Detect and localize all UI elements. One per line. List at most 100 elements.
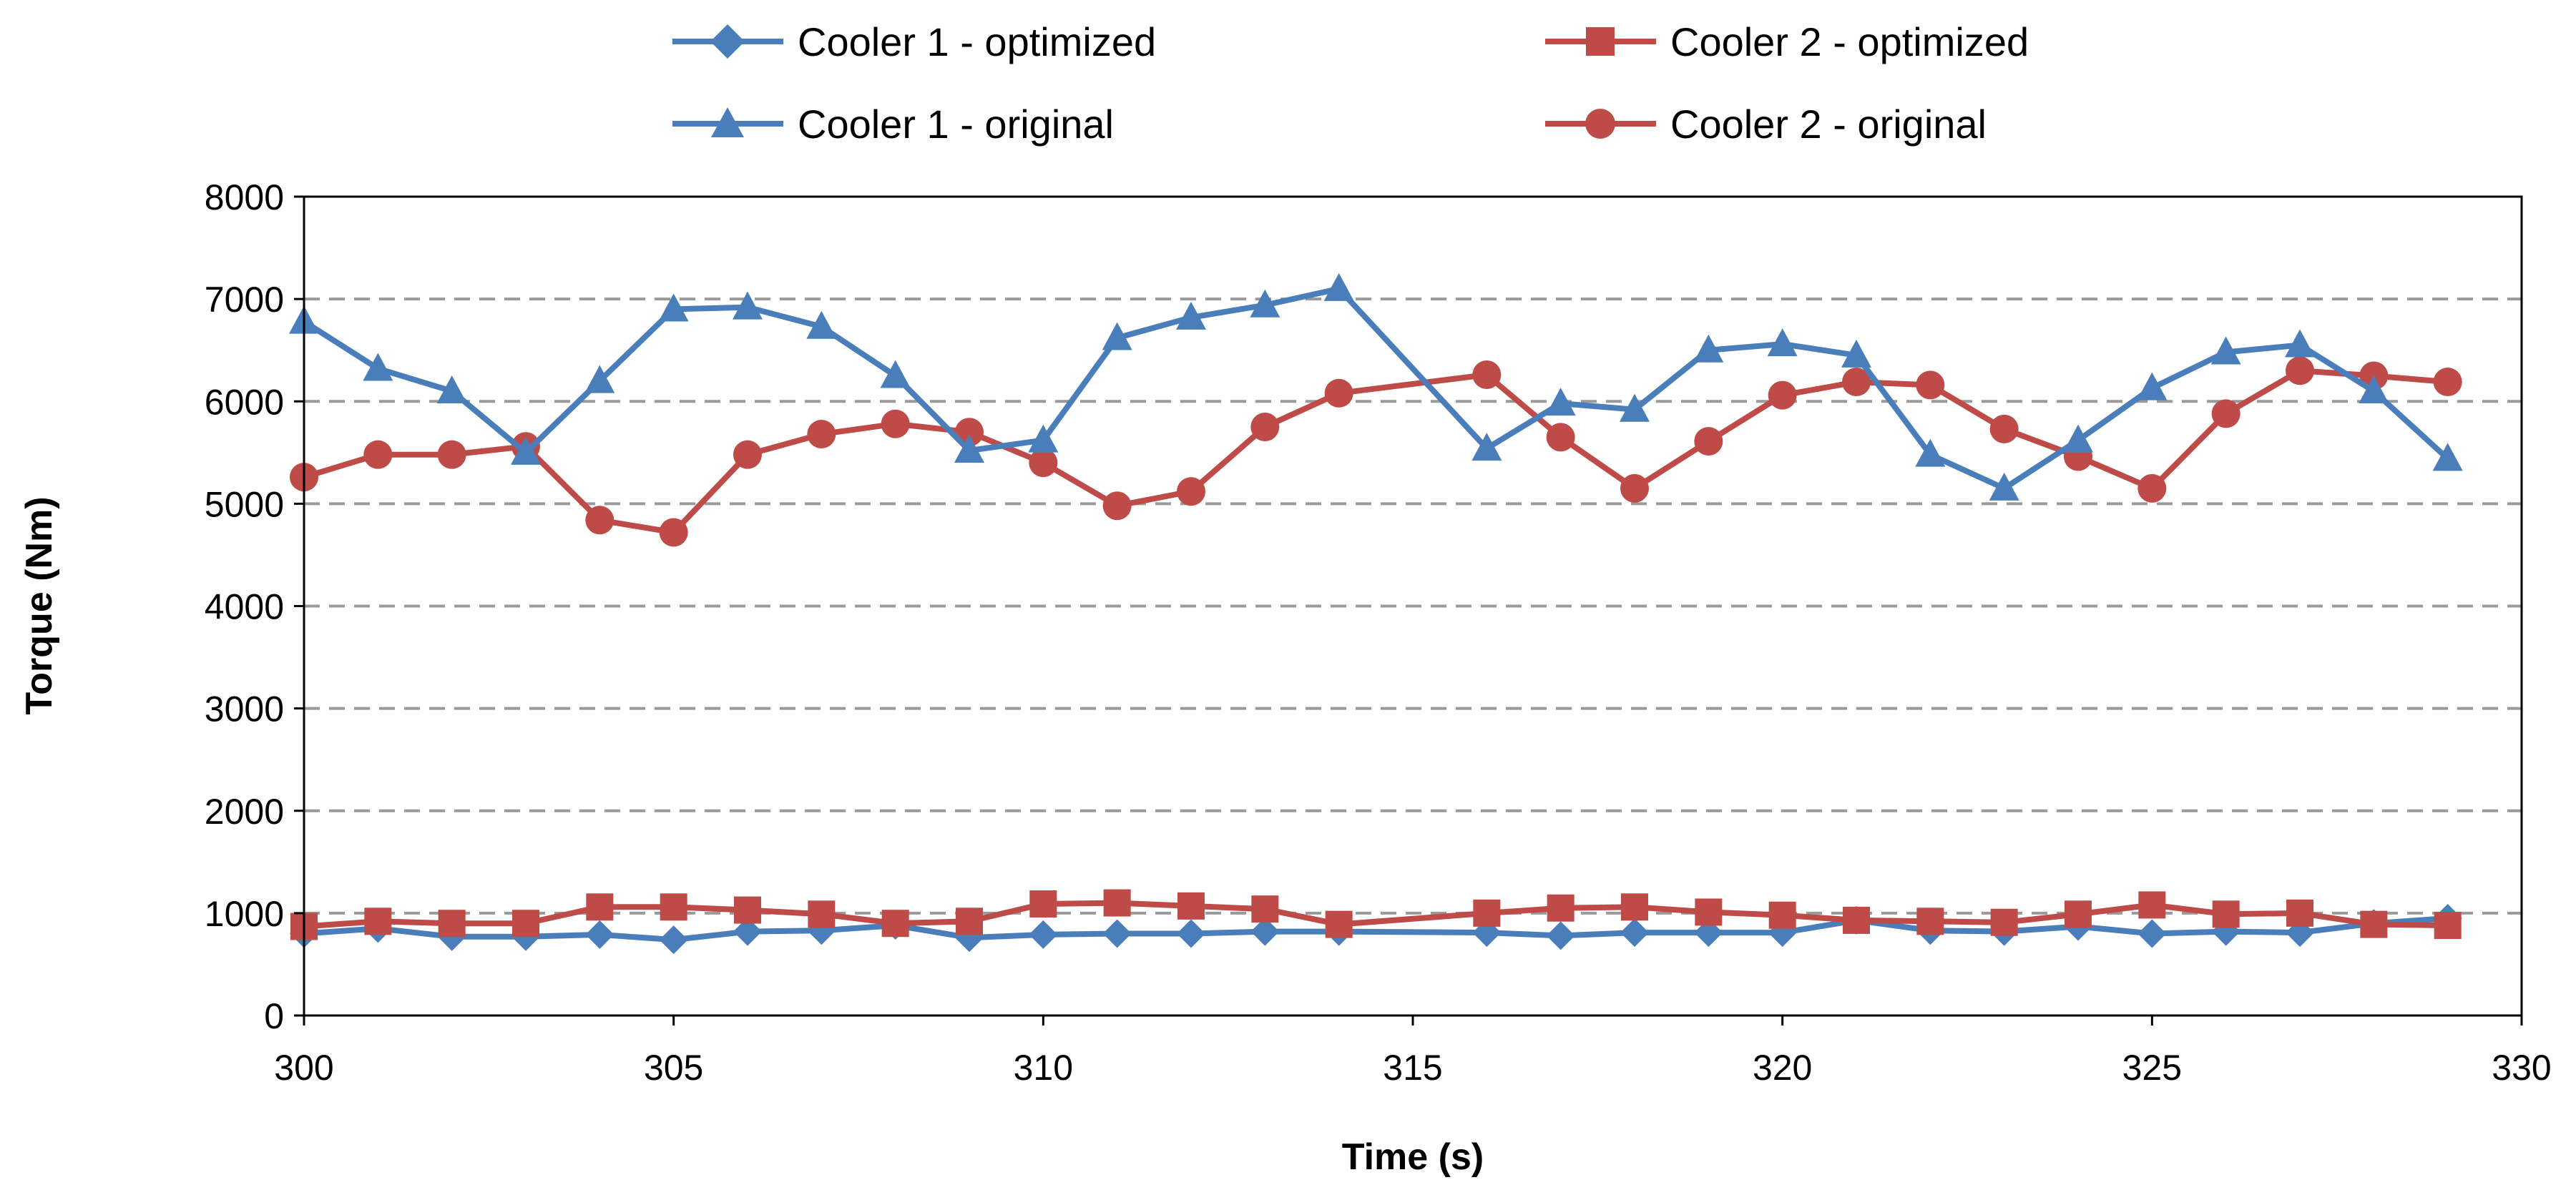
data-point bbox=[2211, 399, 2240, 428]
data-point bbox=[2360, 910, 2388, 938]
data-point bbox=[1324, 378, 1353, 408]
x-axis-ticks: 300 305 310 315 320 325 330 bbox=[274, 1015, 2552, 1088]
data-point bbox=[658, 293, 689, 322]
legend: Cooler 1 - optimized Cooler 2 - optimize… bbox=[672, 19, 2029, 147]
data-point bbox=[955, 418, 984, 447]
data-point bbox=[1990, 908, 2018, 936]
legend-entry-cooler1-original[interactable]: Cooler 1 - original bbox=[672, 102, 1114, 147]
legend-label: Cooler 2 - original bbox=[1670, 102, 1987, 147]
legend-label: Cooler 2 - optimized bbox=[1670, 19, 2029, 64]
data-point bbox=[1989, 414, 2019, 443]
data-point bbox=[1102, 322, 1132, 350]
data-point bbox=[1473, 899, 1501, 927]
y-axis-ticks: 0 1000 2000 3000 4000 5000 6000 7000 8000 bbox=[205, 177, 304, 1036]
data-point bbox=[660, 893, 687, 921]
y-tick-label: 6000 bbox=[205, 382, 284, 422]
legend-entry-cooler1-optimized[interactable]: Cooler 1 - optimized bbox=[672, 19, 1156, 64]
data-point bbox=[2285, 329, 2315, 358]
data-point bbox=[1250, 413, 1280, 442]
data-point bbox=[1250, 917, 1280, 946]
data-point bbox=[1916, 908, 1944, 935]
x-tick-label: 325 bbox=[2122, 1048, 2182, 1088]
y-tick-label: 7000 bbox=[205, 280, 284, 320]
data-point bbox=[956, 908, 983, 935]
data-point bbox=[1546, 921, 1575, 950]
data-point bbox=[2210, 336, 2241, 365]
data-point bbox=[1251, 895, 1279, 923]
data-point bbox=[2359, 375, 2389, 403]
x-tick-label: 320 bbox=[1753, 1048, 1812, 1088]
data-point bbox=[364, 908, 392, 935]
series-cooler-1-optimized bbox=[290, 904, 2462, 955]
data-point bbox=[1768, 901, 1796, 929]
y-tick-label: 3000 bbox=[205, 689, 284, 729]
data-point bbox=[1620, 918, 1649, 948]
data-point bbox=[1102, 491, 1132, 521]
data-point bbox=[1916, 370, 1945, 400]
data-point bbox=[512, 910, 539, 938]
y-tick-label: 8000 bbox=[205, 177, 284, 217]
data-point bbox=[1471, 433, 1502, 461]
y-tick-label: 5000 bbox=[205, 484, 284, 524]
x-tick-label: 330 bbox=[2492, 1048, 2551, 1088]
y-tick-label: 2000 bbox=[205, 792, 284, 832]
data-point bbox=[659, 925, 688, 955]
x-tick-label: 315 bbox=[1383, 1048, 1442, 1088]
data-point bbox=[2137, 372, 2168, 400]
data-point bbox=[954, 434, 984, 463]
data-point bbox=[659, 518, 688, 547]
data-point bbox=[2138, 891, 2166, 919]
data-point bbox=[1103, 889, 1131, 917]
data-point bbox=[734, 896, 761, 924]
data-point bbox=[1546, 423, 1575, 452]
data-point bbox=[1028, 424, 1059, 453]
data-point bbox=[438, 910, 466, 938]
data-point bbox=[585, 920, 614, 949]
data-point bbox=[1841, 339, 1871, 368]
data-point bbox=[1250, 289, 1280, 318]
data-point bbox=[2137, 919, 2167, 948]
data-point bbox=[2286, 899, 2313, 927]
y-axis-title: Torque (Nm) bbox=[19, 496, 60, 714]
data-point bbox=[1325, 910, 1353, 938]
data-point bbox=[511, 436, 541, 465]
data-point bbox=[1620, 393, 1650, 422]
data-point bbox=[806, 310, 837, 339]
data-point bbox=[733, 917, 762, 946]
legend-label: Cooler 1 - optimized bbox=[798, 19, 1156, 64]
data-point bbox=[363, 353, 393, 381]
data-point bbox=[807, 420, 836, 449]
data-point bbox=[585, 506, 614, 535]
data-point bbox=[808, 900, 836, 928]
legend-entry-cooler2-optimized[interactable]: Cooler 2 - optimized bbox=[1545, 19, 2029, 64]
data-point bbox=[2434, 912, 2462, 940]
data-point bbox=[1767, 328, 1798, 357]
y-tick-label: 1000 bbox=[205, 894, 284, 934]
data-point bbox=[1323, 272, 1354, 301]
data-point bbox=[880, 360, 911, 388]
data-point bbox=[1177, 477, 1205, 506]
data-point bbox=[1768, 380, 1797, 410]
data-point bbox=[1177, 892, 1205, 920]
data-point bbox=[2286, 356, 2314, 385]
y-tick-label: 4000 bbox=[205, 587, 284, 627]
legend-label: Cooler 1 - original bbox=[798, 102, 1114, 147]
data-point bbox=[733, 291, 763, 320]
series-line bbox=[303, 900, 2448, 930]
data-point bbox=[1029, 448, 1058, 478]
data-point bbox=[881, 409, 910, 438]
data-point bbox=[437, 440, 466, 469]
y-tick-label: 0 bbox=[264, 996, 284, 1036]
data-point bbox=[1029, 920, 1058, 949]
series-cooler-2-original bbox=[290, 356, 2462, 547]
legend-entry-cooler2-original[interactable]: Cooler 2 - original bbox=[1545, 102, 1987, 147]
data-point bbox=[1176, 301, 1206, 330]
data-point bbox=[1843, 906, 1870, 934]
data-point bbox=[584, 365, 615, 393]
data-point bbox=[1842, 368, 1871, 397]
data-point bbox=[1545, 388, 1576, 416]
data-point bbox=[1177, 919, 1205, 948]
x-tick-label: 305 bbox=[644, 1048, 703, 1088]
data-point bbox=[1915, 438, 1946, 467]
